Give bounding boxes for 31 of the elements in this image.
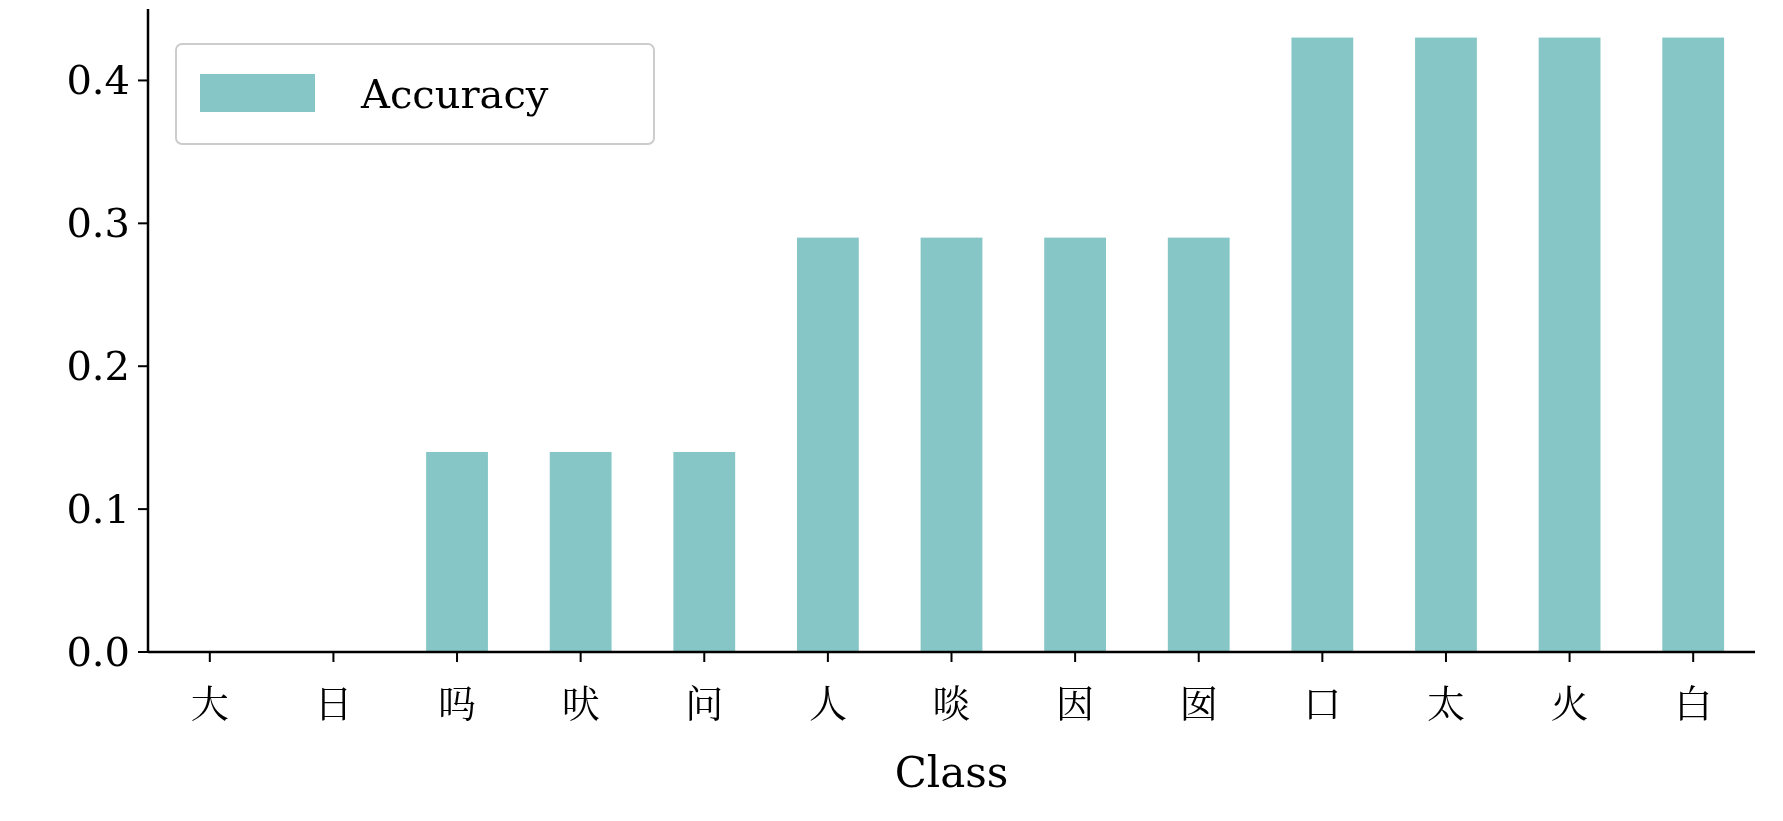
x-tick-label: 啖 — [932, 672, 971, 728]
bar — [920, 237, 983, 652]
bar — [1291, 37, 1354, 652]
bar — [796, 237, 859, 652]
x-tick-label: 口 — [1303, 672, 1342, 728]
x-tick-label: 白 — [1674, 672, 1713, 728]
bar — [673, 451, 736, 652]
bar — [1044, 237, 1107, 652]
bar — [1415, 37, 1477, 652]
bar — [426, 451, 488, 652]
x-tick-label: 囡 — [1179, 672, 1218, 728]
x-tick-label: 火 — [1550, 672, 1589, 728]
x-tick-label: 吠 — [561, 672, 600, 728]
bar — [549, 451, 612, 652]
bar — [1662, 37, 1725, 652]
x-tick-label: 吗 — [438, 672, 477, 728]
y-tick-label: 0.0 — [66, 629, 130, 675]
bar — [1538, 37, 1601, 652]
y-tick-label: 0.3 — [66, 200, 130, 247]
y-tick-label: 0.1 — [66, 486, 130, 533]
x-tick-label: 人 — [808, 672, 847, 728]
x-tick-label: 问 — [685, 672, 724, 728]
x-axis-title: Class — [894, 748, 1009, 797]
y-tick-label: 0.4 — [66, 57, 130, 104]
bar — [1167, 237, 1230, 652]
y-tick-label: 0.2 — [66, 343, 130, 390]
x-tick-label: 日 — [314, 672, 353, 728]
x-tick-label: 因 — [1056, 672, 1095, 728]
legend-label: Accuracy — [360, 71, 549, 117]
x-tick-label: 大 — [190, 672, 229, 728]
x-tick-label: 太 — [1426, 672, 1465, 728]
